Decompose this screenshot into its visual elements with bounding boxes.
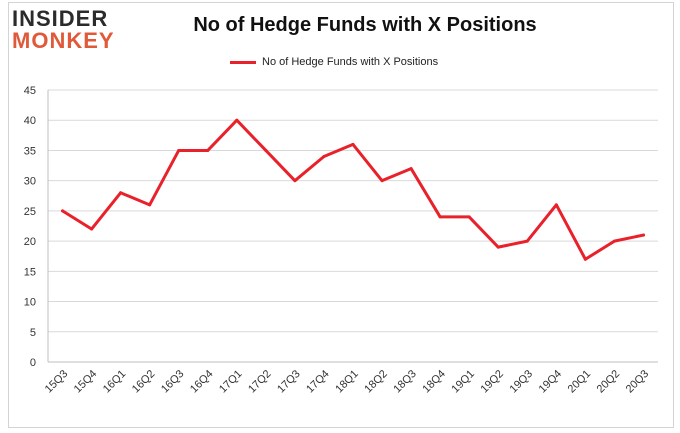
- x-tick-label: 18Q3: [391, 368, 419, 396]
- legend-label: No of Hedge Funds with X Positions: [262, 56, 439, 68]
- y-tick-label: 10: [24, 297, 36, 309]
- y-tick-label: 35: [24, 145, 36, 157]
- x-tick-label: 18Q4: [420, 368, 448, 396]
- data-point: [206, 148, 210, 152]
- data-point: [496, 245, 500, 249]
- data-point: [177, 148, 181, 152]
- x-tick-label: 18Q1: [333, 368, 361, 396]
- data-point: [264, 148, 268, 152]
- x-tick-label: 17Q4: [304, 368, 332, 396]
- data-point: [322, 154, 326, 158]
- x-tick-label: 17Q1: [217, 368, 245, 396]
- gridlines: [47, 89, 658, 363]
- chart-title: No of Hedge Funds with X Positions: [193, 14, 537, 36]
- data-point: [467, 215, 471, 219]
- x-tick-label: 16Q4: [188, 368, 216, 396]
- data-point: [612, 239, 616, 243]
- x-tick-label: 16Q2: [130, 368, 158, 396]
- data-point: [235, 118, 239, 122]
- data-point: [583, 257, 587, 261]
- data-point: [351, 142, 355, 146]
- data-point: [380, 179, 384, 183]
- x-tick-label: 19Q4: [537, 368, 565, 396]
- x-tick-label: 19Q3: [508, 368, 536, 396]
- data-point: [293, 179, 297, 183]
- x-axis-ticks: 15Q3 15Q4 16Q1 16Q2 16Q3 16Q4 17Q1 17Q2 17Q3 17Q4…: [43, 368, 651, 396]
- series-line: [61, 118, 645, 261]
- y-tick-label: 0: [30, 357, 36, 369]
- x-tick-label: 15Q4: [72, 368, 100, 396]
- data-point: [409, 167, 413, 171]
- series-group: [61, 118, 645, 261]
- chart-legend: No of Hedge Funds with X Positions: [230, 55, 438, 69]
- data-point: [554, 203, 558, 207]
- data-point: [119, 191, 123, 195]
- y-tick-label: 5: [30, 327, 36, 339]
- x-tick-label: 20Q2: [595, 368, 623, 396]
- x-tick-label: 18Q2: [362, 368, 390, 396]
- x-tick-label: 19Q2: [478, 368, 506, 396]
- x-tick-label: 17Q2: [246, 368, 274, 396]
- data-point: [90, 227, 94, 231]
- x-tick-label: 19Q1: [449, 368, 477, 396]
- data-point: [438, 215, 442, 219]
- x-tick-label: 17Q3: [275, 368, 303, 396]
- y-tick-label: 45: [24, 85, 36, 97]
- logo-line-1: INSIDER: [12, 6, 109, 31]
- x-tick-label: 16Q1: [101, 368, 129, 396]
- legend-swatch: [230, 60, 256, 64]
- data-point: [61, 209, 65, 213]
- x-tick-label: 20Q1: [566, 368, 594, 396]
- y-tick-label: 15: [24, 266, 36, 278]
- x-tick-label: 16Q3: [159, 368, 187, 396]
- y-tick-label: 20: [24, 236, 36, 248]
- insider-monkey-logo: INSIDER MONKEY: [12, 8, 130, 58]
- y-tick-label: 30: [24, 176, 36, 188]
- y-tick-label: 40: [24, 115, 36, 127]
- y-tick-label: 25: [24, 206, 36, 218]
- x-tick-label: 15Q3: [43, 368, 71, 396]
- y-axis-ticks: 0 5 10 15 20 25 30 35 40 45: [24, 85, 36, 369]
- data-point: [148, 203, 152, 207]
- logo-line-2: MONKEY: [12, 28, 115, 53]
- data-point: [525, 239, 529, 243]
- x-tick-label: 20Q3: [624, 368, 652, 396]
- data-point: [641, 233, 645, 237]
